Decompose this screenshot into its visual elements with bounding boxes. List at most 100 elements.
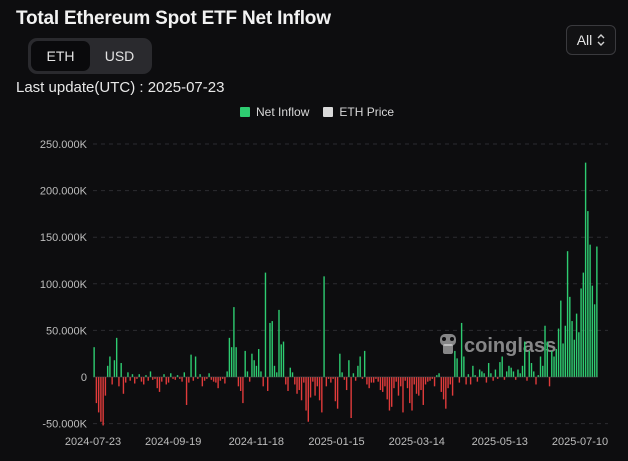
bar-net-inflow[interactable] bbox=[271, 321, 273, 377]
bar-net-inflow[interactable] bbox=[395, 377, 397, 382]
bar-net-inflow[interactable] bbox=[267, 377, 269, 391]
bar-net-inflow[interactable] bbox=[167, 377, 170, 383]
bar-net-inflow[interactable] bbox=[262, 377, 264, 387]
bar-net-inflow[interactable] bbox=[578, 332, 580, 377]
bar-net-inflow[interactable] bbox=[260, 371, 262, 377]
bar-net-inflow[interactable] bbox=[255, 365, 258, 377]
bar-net-inflow[interactable] bbox=[467, 374, 470, 377]
bar-net-inflow[interactable] bbox=[562, 343, 564, 377]
bar-net-inflow[interactable] bbox=[203, 377, 206, 381]
bar-net-inflow[interactable] bbox=[524, 341, 526, 377]
bar-net-inflow[interactable] bbox=[359, 356, 361, 378]
bar-net-inflow[interactable] bbox=[264, 272, 267, 377]
bar-net-inflow[interactable] bbox=[515, 377, 517, 380]
bar-net-inflow[interactable] bbox=[366, 377, 368, 385]
bar-net-inflow[interactable] bbox=[314, 377, 316, 396]
bar-net-inflow[interactable] bbox=[503, 377, 506, 380]
bar-net-inflow[interactable] bbox=[584, 162, 587, 377]
bar-net-inflow[interactable] bbox=[542, 365, 544, 377]
bar-net-inflow[interactable] bbox=[228, 337, 231, 377]
bar-net-inflow[interactable] bbox=[566, 251, 569, 377]
bar-net-inflow[interactable] bbox=[307, 377, 309, 422]
bar-net-inflow[interactable] bbox=[587, 211, 589, 377]
bar-net-inflow[interactable] bbox=[197, 377, 199, 379]
bar-net-inflow[interactable] bbox=[460, 322, 463, 377]
bar-net-inflow[interactable] bbox=[336, 377, 339, 409]
bar-net-inflow[interactable] bbox=[512, 371, 515, 377]
bar-net-inflow[interactable] bbox=[246, 371, 249, 377]
bar-net-inflow[interactable] bbox=[402, 377, 404, 413]
bar-net-inflow[interactable] bbox=[422, 377, 424, 405]
bar-net-inflow[interactable] bbox=[172, 377, 174, 379]
bar-net-inflow[interactable] bbox=[354, 377, 357, 381]
bar-net-inflow[interactable] bbox=[517, 369, 519, 377]
bar-net-inflow[interactable] bbox=[226, 371, 228, 377]
bar-net-inflow[interactable] bbox=[109, 356, 111, 378]
bar-net-inflow[interactable] bbox=[219, 377, 222, 381]
legend-item-eth-price[interactable]: ETH Price bbox=[323, 105, 394, 119]
bar-net-inflow[interactable] bbox=[181, 377, 183, 382]
bar-net-inflow[interactable] bbox=[429, 377, 431, 381]
bar-net-inflow[interactable] bbox=[375, 377, 377, 379]
bar-net-inflow[interactable] bbox=[303, 377, 305, 383]
bar-net-inflow[interactable] bbox=[235, 347, 237, 377]
bar-net-inflow[interactable] bbox=[454, 350, 456, 377]
bar-net-inflow[interactable] bbox=[451, 377, 454, 396]
bar-net-inflow[interactable] bbox=[233, 307, 235, 377]
bar-net-inflow[interactable] bbox=[192, 377, 195, 381]
bar-net-inflow[interactable] bbox=[560, 300, 562, 377]
bar-net-inflow[interactable] bbox=[533, 371, 535, 377]
bar-net-inflow[interactable] bbox=[343, 377, 346, 380]
bar-net-inflow[interactable] bbox=[325, 377, 328, 387]
bar-net-inflow[interactable] bbox=[115, 337, 118, 377]
bar-net-inflow[interactable] bbox=[431, 377, 433, 379]
bar-net-inflow[interactable] bbox=[253, 360, 255, 377]
bar-net-inflow[interactable] bbox=[372, 377, 375, 383]
bar-net-inflow[interactable] bbox=[370, 377, 373, 383]
bar-net-inflow[interactable] bbox=[413, 377, 415, 385]
bar-net-inflow[interactable] bbox=[436, 375, 438, 377]
bar-net-inflow[interactable] bbox=[149, 371, 152, 377]
bar-net-inflow[interactable] bbox=[312, 377, 314, 382]
bar-net-inflow[interactable] bbox=[539, 356, 542, 378]
bar-net-inflow[interactable] bbox=[230, 347, 233, 377]
bar-net-inflow[interactable] bbox=[194, 356, 197, 378]
bar-net-inflow[interactable] bbox=[433, 377, 436, 387]
bar-net-inflow[interactable] bbox=[546, 341, 548, 377]
bar-net-inflow[interactable] bbox=[589, 244, 591, 377]
bar-net-inflow[interactable] bbox=[127, 372, 129, 377]
bar-net-inflow[interactable] bbox=[440, 377, 443, 392]
bar-net-inflow[interactable] bbox=[564, 325, 567, 377]
bar-net-inflow[interactable] bbox=[122, 377, 125, 394]
bar-net-inflow[interactable] bbox=[409, 377, 411, 404]
range-select[interactable]: All bbox=[566, 25, 616, 55]
bar-net-inflow[interactable] bbox=[447, 377, 449, 389]
bar-net-inflow[interactable] bbox=[276, 372, 278, 377]
bar-net-inflow[interactable] bbox=[179, 377, 181, 379]
bar-net-inflow[interactable] bbox=[95, 377, 98, 404]
bar-net-inflow[interactable] bbox=[134, 377, 136, 384]
bar-net-inflow[interactable] bbox=[106, 365, 109, 377]
bar-net-inflow[interactable] bbox=[526, 377, 528, 381]
bar-net-inflow[interactable] bbox=[537, 375, 539, 377]
bar-net-inflow[interactable] bbox=[156, 377, 158, 389]
bar-net-inflow[interactable] bbox=[438, 373, 440, 377]
bar-net-inflow[interactable] bbox=[382, 377, 384, 392]
bar-net-inflow[interactable] bbox=[152, 377, 154, 380]
bar-net-inflow[interactable] bbox=[350, 377, 352, 419]
bar-net-inflow[interactable] bbox=[145, 375, 147, 377]
bar-net-inflow[interactable] bbox=[499, 362, 501, 377]
bar-net-inflow[interactable] bbox=[176, 375, 179, 377]
bar-net-inflow[interactable] bbox=[596, 246, 598, 377]
bar-net-inflow[interactable] bbox=[138, 374, 140, 377]
bar-net-inflow[interactable] bbox=[363, 350, 366, 377]
bar-net-inflow[interactable] bbox=[487, 363, 490, 377]
bar-net-inflow[interactable] bbox=[140, 377, 143, 382]
bar-net-inflow[interactable] bbox=[163, 374, 165, 377]
bar-net-inflow[interactable] bbox=[400, 377, 402, 387]
bar-net-inflow[interactable] bbox=[102, 377, 104, 426]
bar-net-inflow[interactable] bbox=[291, 372, 294, 377]
bar-net-inflow[interactable] bbox=[573, 339, 576, 377]
bar-net-inflow[interactable] bbox=[136, 377, 138, 379]
bar-net-inflow[interactable] bbox=[483, 373, 485, 377]
